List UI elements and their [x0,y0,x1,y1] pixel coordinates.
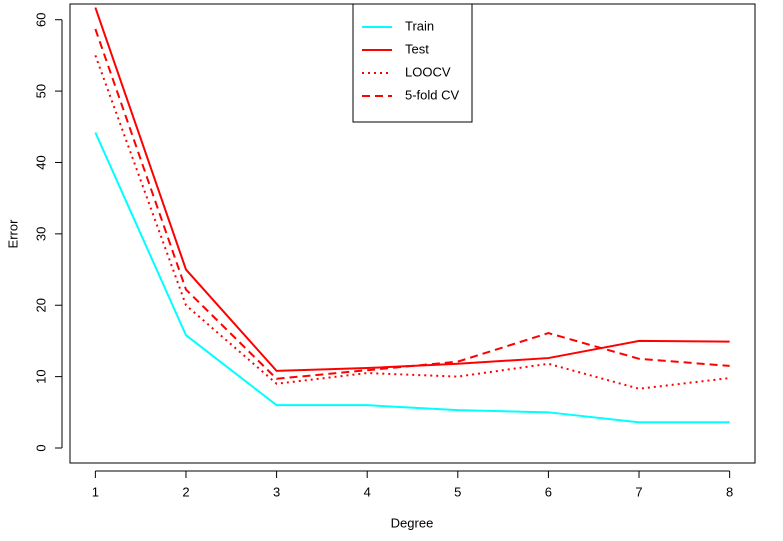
x-tick-label: 6 [545,484,552,499]
y-tick-label: 10 [33,369,48,383]
x-tick-label: 3 [273,484,280,499]
y-tick-label: 50 [33,84,48,98]
x-tick-label: 5 [454,484,461,499]
legend-label: Test [405,41,429,56]
x-tick-label: 2 [182,484,189,499]
legend-label: Train [405,18,434,33]
legend-label: 5-fold CV [405,87,460,102]
y-tick-label: 20 [33,298,48,312]
y-tick-label: 40 [33,155,48,169]
y-tick-label: 60 [33,12,48,26]
series-line [94,55,730,390]
legend-box [352,3,473,123]
y-tick-label: 0 [33,444,48,451]
x-axis-label: Degree [391,515,434,530]
y-tick-label: 30 [33,227,48,241]
x-tick-label: 4 [364,484,371,499]
legend-label: LOOCV [405,64,451,79]
x-tick-label: 8 [726,484,733,499]
series-line [94,132,730,424]
y-axis-label: Error [5,219,20,249]
x-tick-label: 1 [92,484,99,499]
x-tick-label: 7 [635,484,642,499]
series-line [94,28,730,380]
